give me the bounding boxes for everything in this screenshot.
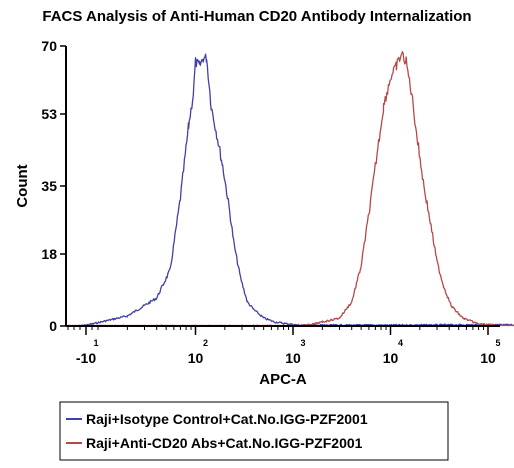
x-tick-exponent: 1 bbox=[93, 338, 98, 348]
y-axis-ticks: 0 18 35 53 70 bbox=[41, 38, 66, 334]
y-tick-label: 70 bbox=[41, 38, 57, 54]
x-tick-label: 10 bbox=[188, 350, 204, 366]
x-tick-exponent: 3 bbox=[300, 338, 305, 348]
plot-lines bbox=[67, 51, 514, 327]
chart-title: FACS Analysis of Anti-Human CD20 Antibod… bbox=[42, 8, 471, 25]
series-line-1 bbox=[67, 51, 514, 327]
x-axis-label: APC-A bbox=[259, 371, 307, 388]
legend-label-isotype: Raji+Isotype Control+Cat.No.IGG-PZF2001 bbox=[86, 411, 368, 427]
x-tick-exponent: 4 bbox=[398, 338, 403, 348]
x-axis-ticks: -10 1 10 2 10 3 10 4 10 5 bbox=[67, 326, 501, 366]
y-tick-label: 53 bbox=[41, 106, 57, 122]
y-tick-label: 35 bbox=[41, 178, 57, 194]
x-tick-label: 10 bbox=[285, 350, 301, 366]
y-axis-label: Count bbox=[14, 164, 31, 207]
x-tick-label: 10 bbox=[480, 350, 496, 366]
x-tick-label: 10 bbox=[383, 350, 399, 366]
legend: Raji+Isotype Control+Cat.No.IGG-PZF2001 … bbox=[59, 401, 449, 461]
legend-box bbox=[59, 401, 449, 461]
series-line-0 bbox=[80, 53, 514, 327]
y-tick-label: 0 bbox=[49, 318, 57, 334]
legend-label-cd20: Raji+Anti-CD20 Abs+Cat.No.IGG-PZF2001 bbox=[86, 435, 363, 451]
x-tick-exponent: 2 bbox=[203, 338, 208, 348]
x-tick-exponent: 5 bbox=[495, 338, 500, 348]
x-tick-label: -10 bbox=[76, 350, 96, 366]
y-tick-label: 18 bbox=[41, 246, 57, 262]
